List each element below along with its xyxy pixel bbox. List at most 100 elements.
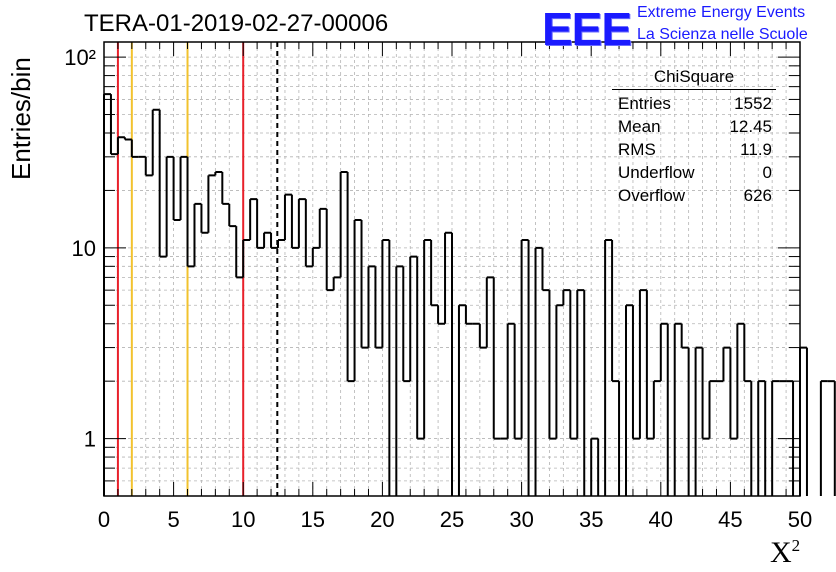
histogram-bin (638, 289, 647, 439)
histogram-bin (729, 347, 738, 440)
histogram-bin (186, 156, 195, 268)
histogram-bin (819, 380, 828, 496)
histogram-bin (151, 108, 160, 176)
histogram-bin (409, 255, 418, 382)
histogram-bin (569, 290, 578, 440)
stats-label: Underflow (618, 163, 695, 182)
histogram-bin (485, 276, 494, 348)
histogram-bin (722, 346, 731, 382)
eee-logo-caption-2: La Scienza nelle Scuole (637, 26, 808, 43)
stats-value: 626 (743, 186, 772, 205)
x-axis-label-base: X (770, 536, 792, 569)
histogram-bin (576, 289, 585, 439)
histogram-bin (123, 137, 132, 141)
stats-value: 0 (762, 163, 772, 182)
histogram-bin (130, 139, 139, 158)
histogram-bin (304, 199, 313, 268)
x-tick-label: 40 (649, 507, 673, 532)
histogram-bin (235, 226, 244, 279)
histogram-bin (242, 238, 251, 278)
histogram-bin (652, 380, 661, 439)
x-tick-label: 25 (440, 507, 464, 532)
histogram-bin (193, 202, 202, 267)
chart-title: TERA-01-2019-02-27-00006 (84, 10, 389, 37)
histogram-bin (103, 93, 111, 496)
histogram-bin (430, 239, 439, 307)
stats-value: 12.45 (729, 117, 772, 136)
eee-logo: EEE (542, 3, 632, 55)
histogram-bin (346, 171, 355, 383)
x-tick-label: 5 (167, 507, 179, 532)
stats-row-underflow: Underflow 0 (612, 161, 776, 184)
y-tick-label: 10² (64, 45, 96, 70)
x-tick-label: 0 (98, 507, 110, 532)
histogram-bin (423, 238, 432, 439)
histogram-bin (541, 247, 550, 292)
histogram-bin (179, 155, 188, 220)
histogram-bin (694, 346, 703, 496)
y-tick-label: 10 (72, 236, 96, 261)
histogram-bin (604, 238, 613, 496)
x-tick-label: 10 (231, 507, 255, 532)
histogram-bin (311, 246, 320, 267)
histogram-bin (464, 305, 473, 325)
histogram-bin (249, 198, 258, 240)
histogram-bin (165, 155, 174, 257)
stats-label: Mean (618, 117, 661, 136)
histogram-bin (256, 199, 265, 249)
stats-value: 1552 (734, 94, 772, 113)
histogram-bin (513, 323, 522, 440)
histogram-bin (416, 256, 425, 440)
histogram-bin (172, 156, 181, 221)
histogram-bin (659, 322, 668, 382)
histogram-bin (701, 347, 710, 440)
histogram-bin (799, 346, 807, 496)
histogram-bin (673, 322, 682, 496)
x-tick-label: 35 (579, 507, 603, 532)
histogram-bin (360, 219, 369, 349)
histogram-bin (367, 265, 376, 348)
histogram-bin (353, 218, 362, 382)
histogram-bin (297, 198, 306, 248)
histogram-bin (645, 290, 654, 440)
histogram-bin (457, 304, 466, 496)
histogram-bin (395, 265, 404, 496)
x-tick-label: 45 (718, 507, 742, 532)
histogram-bin (437, 305, 446, 325)
x-tick-label: 50 (788, 507, 812, 532)
x-tick-label: 30 (509, 507, 533, 532)
stats-label: Entries (618, 94, 671, 113)
histogram-bin (757, 380, 766, 496)
x-tick-label: 15 (301, 507, 325, 532)
histogram-bin (325, 208, 334, 292)
histogram-bin (270, 232, 278, 249)
histogram-bin (318, 207, 327, 248)
histogram-bin (339, 170, 348, 278)
histogram-bin (611, 239, 620, 383)
histogram-bin (444, 231, 452, 324)
histogram-bin (736, 322, 745, 439)
histogram-bin (631, 305, 640, 440)
stats-row-mean: Mean 12.45 (612, 115, 776, 138)
y-tick-label: 1 (84, 427, 96, 452)
histogram-bin (277, 238, 285, 248)
histogram-bin (381, 238, 390, 348)
histogram-bin (771, 380, 780, 496)
histogram-bin (116, 136, 125, 155)
histogram-bin (158, 109, 167, 258)
histogram-bin (506, 322, 515, 439)
histogram-bin (207, 174, 216, 233)
x-tick-label: 20 (370, 507, 394, 532)
histogram-bin (228, 203, 237, 228)
histogram-bin (290, 194, 299, 249)
histogram-bin (332, 276, 341, 291)
histogram-bin (283, 193, 292, 240)
histogram-bin (109, 94, 118, 156)
stats-row-overflow: Overflow 626 (612, 184, 776, 207)
histogram-bin (492, 277, 501, 440)
histogram-bin (534, 246, 543, 496)
histogram-bin (200, 203, 209, 234)
histogram-bin (214, 170, 223, 176)
histogram-bin (263, 231, 272, 248)
